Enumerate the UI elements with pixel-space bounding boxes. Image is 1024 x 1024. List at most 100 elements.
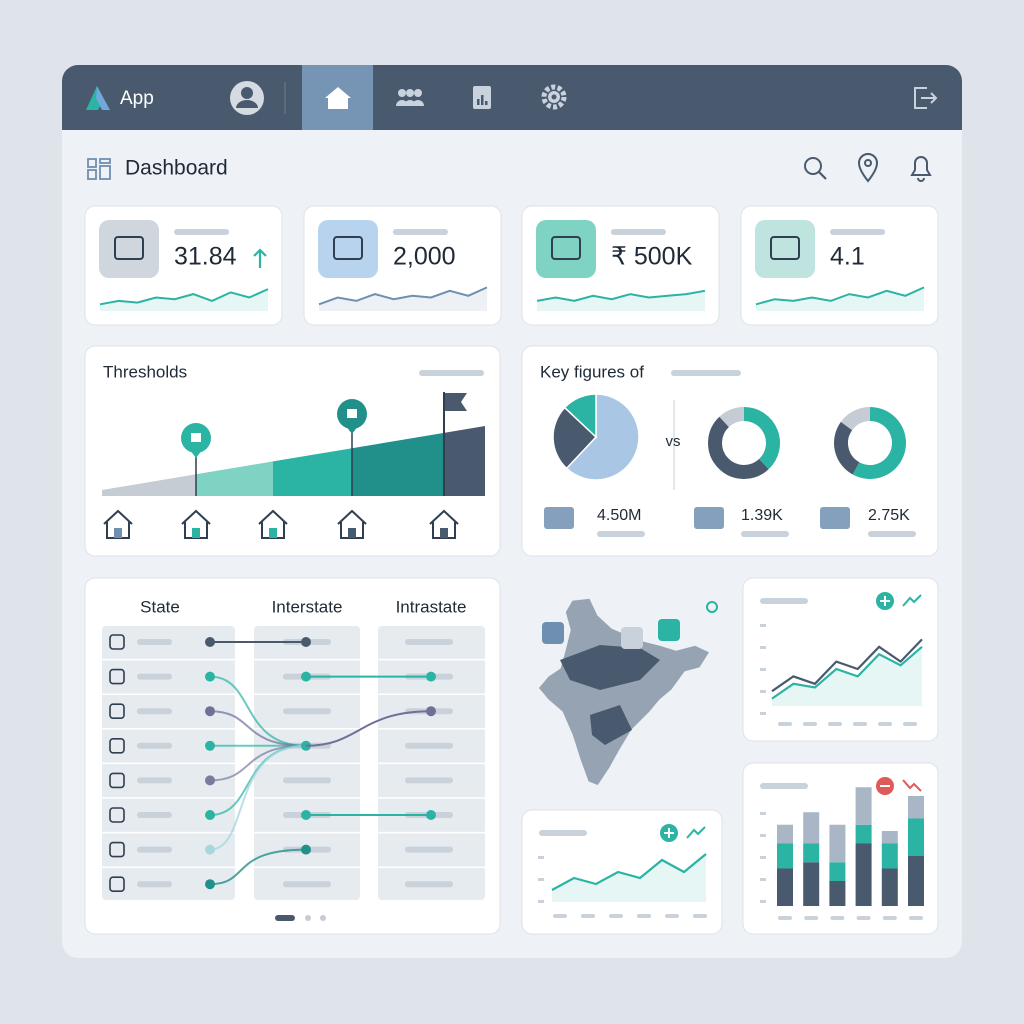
placeholder xyxy=(137,881,172,888)
placeholder xyxy=(830,229,885,235)
flow xyxy=(209,710,307,747)
placeholder xyxy=(611,229,666,235)
bar-segment xyxy=(908,796,924,819)
axis-dash xyxy=(609,914,623,918)
trend-icon xyxy=(902,779,922,792)
placeholder xyxy=(174,229,229,235)
map-region xyxy=(537,597,712,787)
bar-segment xyxy=(803,812,820,844)
icon-bell[interactable] xyxy=(910,156,932,182)
bar-segment xyxy=(881,843,898,869)
badge-sign xyxy=(664,828,674,838)
sparkline xyxy=(536,289,706,302)
flow xyxy=(209,744,307,851)
row-icon xyxy=(109,703,125,720)
icon-pin[interactable] xyxy=(857,153,879,183)
icon-grid xyxy=(87,158,97,168)
axis-dash xyxy=(760,834,766,837)
icon-settings[interactable] xyxy=(541,84,567,110)
column-header: Intrastate xyxy=(396,597,467,616)
kpi-value: ₹ 500K xyxy=(611,243,693,271)
app-name: App xyxy=(120,88,154,109)
bar-segment xyxy=(855,787,872,825)
row-icon xyxy=(109,737,125,754)
placeholder xyxy=(405,846,453,853)
bar-segment xyxy=(855,843,872,906)
axis-dash xyxy=(882,916,897,920)
row-icon xyxy=(109,876,125,893)
bar-segment xyxy=(829,824,846,863)
axis-dash xyxy=(637,914,651,918)
axis-dash xyxy=(803,722,817,726)
placeholder xyxy=(283,881,331,888)
threshold-flag xyxy=(445,393,467,411)
axis-dash xyxy=(538,856,544,859)
axis-dash xyxy=(878,722,892,726)
pie-slice xyxy=(563,393,597,439)
user xyxy=(398,89,406,97)
logo-b xyxy=(96,86,110,110)
building-door xyxy=(440,528,448,538)
placeholder xyxy=(137,742,172,749)
pager-dot[interactable] xyxy=(320,915,326,921)
axis-dash xyxy=(903,722,917,726)
icon-users[interactable] xyxy=(396,89,424,106)
doc-bar xyxy=(485,101,488,105)
bar-segment xyxy=(803,843,820,863)
threshold-band xyxy=(444,426,485,496)
placeholder xyxy=(137,639,172,645)
threshold-band xyxy=(352,432,444,496)
kpi-icon xyxy=(99,220,159,278)
pager-active[interactable] xyxy=(275,915,295,921)
placeholder xyxy=(283,777,331,784)
placeholder xyxy=(760,783,808,789)
avatar-head xyxy=(241,87,253,99)
pie-slice xyxy=(552,406,598,470)
flow-node xyxy=(426,706,436,717)
bar-segment xyxy=(777,843,793,869)
placeholder xyxy=(393,229,448,235)
flow xyxy=(209,675,307,747)
bar-segment xyxy=(829,862,846,881)
kpi-value: 4.1 xyxy=(830,243,865,271)
icon-grid xyxy=(87,169,97,180)
door xyxy=(914,87,927,109)
axis-dash xyxy=(760,900,766,903)
row-icon xyxy=(109,841,125,858)
axis-dash xyxy=(909,916,923,920)
sparkline xyxy=(755,286,925,306)
user xyxy=(406,89,414,97)
doc-bar xyxy=(477,99,480,105)
line xyxy=(771,645,923,700)
icon-search[interactable] xyxy=(804,157,822,175)
map-pin xyxy=(658,619,680,641)
icon-pin-dot xyxy=(864,159,872,167)
icon-grid xyxy=(99,165,111,180)
threshold-band xyxy=(273,448,352,496)
kpi-glyph xyxy=(551,236,581,260)
axis-dash xyxy=(760,812,766,815)
icon-logout[interactable] xyxy=(914,87,938,109)
axis-dash xyxy=(853,722,867,726)
column-header: Interstate xyxy=(272,597,343,616)
flow-node xyxy=(301,844,311,855)
avatar-body xyxy=(236,100,258,108)
gear xyxy=(541,84,567,110)
axis-dash xyxy=(581,914,595,918)
kpi-up-arrow xyxy=(253,248,267,268)
kpi-icon xyxy=(755,220,815,278)
flow-node xyxy=(426,810,436,820)
pager-dot[interactable] xyxy=(305,915,311,921)
axis-dash xyxy=(760,624,766,627)
axis-dash xyxy=(693,914,707,918)
axis-dash xyxy=(538,900,544,903)
figure-value: 2.75K xyxy=(868,507,910,524)
building-door xyxy=(114,528,122,538)
threshold-band xyxy=(196,461,273,496)
icon-report[interactable] xyxy=(473,86,491,109)
placeholder xyxy=(868,531,916,537)
axis-dash xyxy=(830,916,845,920)
pie-slice xyxy=(565,393,640,481)
